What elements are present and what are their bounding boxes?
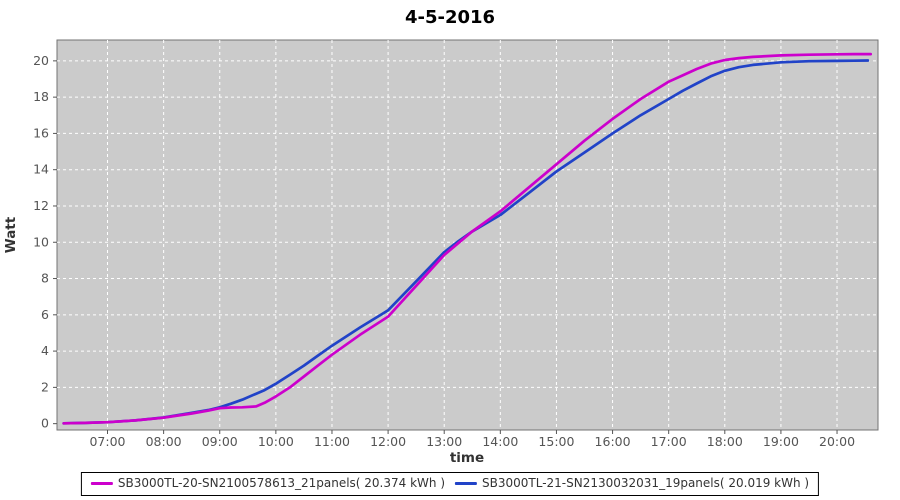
chart-legend: SB3000TL-20-SN2100578613_21panels( 20.37… [80, 472, 820, 496]
x-tick-label: 17:00 [651, 434, 687, 449]
y-tick-label: 0 [41, 416, 49, 431]
x-tick-label: 20:00 [819, 434, 855, 449]
x-tick-label: 07:00 [89, 434, 125, 449]
x-axis-label: time [450, 450, 484, 466]
x-tick-label: 15:00 [538, 434, 574, 449]
x-tick-label: 11:00 [314, 434, 350, 449]
x-tick-label: 13:00 [426, 434, 462, 449]
y-tick-label: 12 [33, 198, 49, 213]
series-line-0 [62, 52, 873, 425]
legend-line-swatch-blue [455, 482, 477, 486]
legend-label: SB3000TL-21-SN2130032031_19panels( 20.01… [482, 476, 810, 490]
x-tick-label: 10:00 [258, 434, 294, 449]
x-tick-label: 19:00 [763, 434, 799, 449]
y-tick-label: 20 [33, 53, 49, 68]
x-tick-label: 09:00 [202, 434, 238, 449]
y-tick-label: 6 [41, 307, 49, 322]
y-tick-label: 10 [33, 234, 49, 249]
y-tick-label: 4 [41, 343, 49, 358]
legend-label: SB3000TL-20-SN2100578613_21panels( 20.37… [117, 476, 445, 490]
y-tick-label: 2 [41, 379, 49, 394]
y-tick-label: 8 [41, 271, 49, 286]
x-tick-label: 08:00 [146, 434, 182, 449]
x-tick-label: 16:00 [595, 434, 631, 449]
y-tick-label: 14 [33, 162, 49, 177]
x-tick-label: 14:00 [482, 434, 518, 449]
legend-item: SB3000TL-20-SN2100578613_21panels( 20.37… [90, 476, 445, 492]
y-axis-label: Watt [3, 216, 19, 253]
plot-layer: 07:00 08:00 09:00 10:00 11:00 12:00 13:00 14:00… [33, 39, 879, 449]
x-tick-label: 12:00 [370, 434, 406, 449]
line-chart: 4-5-2016 07:00 08:00 09:00 10:00 11:00 12:00 1… [3, 7, 879, 466]
x-tick-label: 18:00 [707, 434, 743, 449]
legend-item: SB3000TL-21-SN2130032031_19panels( 20.01… [455, 476, 809, 492]
y-tick-label: 18 [33, 89, 49, 104]
legend-line-swatch-magenta [90, 482, 113, 486]
chart-title: 4-5-2016 [405, 7, 495, 28]
y-tick-label: 16 [33, 125, 49, 140]
